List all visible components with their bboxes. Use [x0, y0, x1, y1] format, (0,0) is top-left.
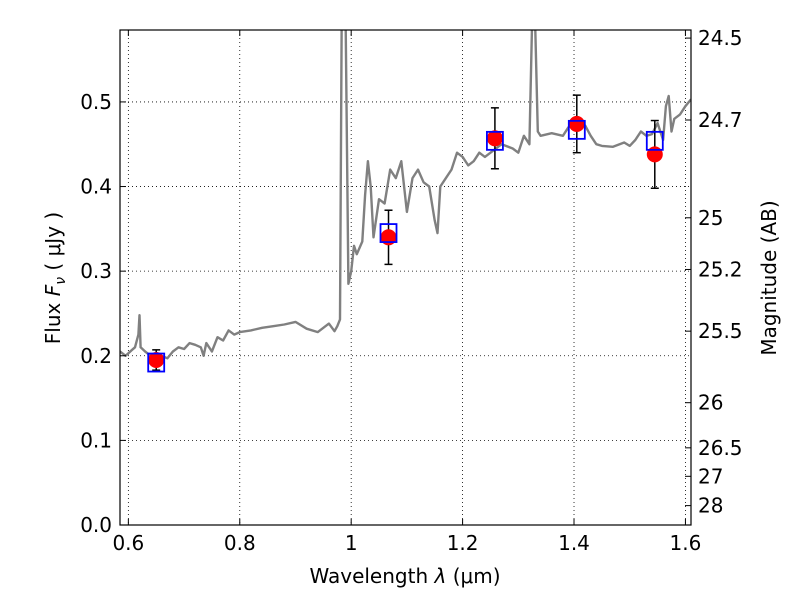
observed-point: [148, 352, 165, 368]
y-tick-label: 0.4: [80, 175, 112, 199]
plot-area: [120, 30, 691, 525]
y2-axis-title: Magnitude (AB): [757, 200, 781, 355]
x-tick-label: 0.6: [112, 531, 144, 555]
plot-frame: [119, 29, 692, 526]
observed-point: [568, 115, 585, 132]
observed-point: [486, 130, 503, 147]
x-tick-label: 1.2: [447, 531, 479, 555]
x-tick-label: 1.4: [558, 531, 590, 555]
x-tick-label: 1.6: [670, 531, 702, 555]
y-tick-label: 0.5: [80, 90, 112, 114]
y-tick-label: 0.3: [80, 259, 112, 283]
y-tick-label: 0.0: [80, 513, 112, 537]
y-tick-label: 0.1: [80, 428, 112, 452]
observed-point: [646, 146, 663, 163]
mag-tick-label: 25.2: [698, 257, 743, 281]
x-tick-label: 1: [345, 531, 358, 555]
ticks: 0.6 0.8 1 1.2 1.4 1.6 0.0 0.1 0.2 0.3 0.4 0.5 24.5 24…: [80, 26, 742, 555]
grid: [120, 30, 691, 525]
data-layer: [120, 30, 691, 360]
spectrum-line: [120, 30, 691, 360]
mag-tick-label: 26.5: [698, 436, 743, 460]
model-point: [645, 130, 664, 151]
mag-tick-label: 26: [698, 391, 723, 415]
x-axis-title: Wavelength λ (μm): [309, 564, 500, 588]
marker-layer: [147, 94, 664, 373]
model-point: [567, 119, 586, 140]
x-tick-label: 0.8: [224, 531, 256, 555]
mag-tick-label: 28: [698, 494, 723, 518]
mag-tick-label: 27: [698, 464, 723, 488]
mag-tick-label: 25: [698, 206, 723, 230]
mag-tick-label: 24.7: [698, 108, 743, 132]
model-point: [379, 223, 398, 243]
mag-tick-label: 24.5: [698, 26, 743, 50]
y-axis-title: Flux Fν ( μJy ): [41, 212, 69, 344]
model-point: [486, 130, 504, 151]
model-point: [147, 352, 166, 373]
y-tick-label: 0.2: [80, 344, 112, 368]
mag-tick-label: 25.5: [698, 319, 743, 343]
